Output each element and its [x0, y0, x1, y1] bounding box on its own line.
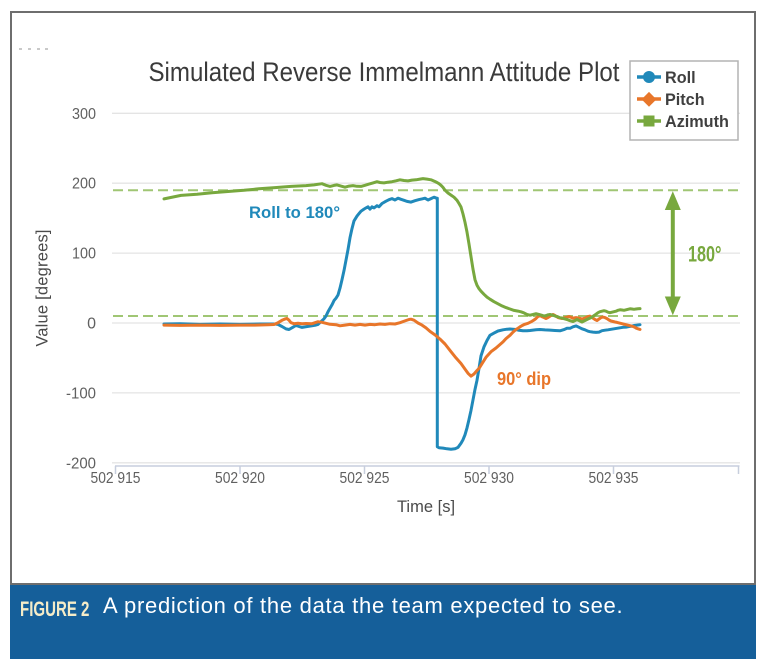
svg-text:Pitch: Pitch [665, 91, 705, 109]
svg-text:Simulated Reverse Immelmann At: Simulated Reverse Immelmann Attitude Plo… [149, 57, 620, 87]
svg-text:0: 0 [87, 316, 96, 333]
svg-text:502 915: 502 915 [91, 470, 141, 487]
svg-text:Roll to 180°: Roll to 180° [249, 203, 340, 222]
svg-text:-100: -100 [66, 385, 96, 402]
svg-text:200: 200 [72, 176, 96, 193]
svg-text:90° dip: 90° dip [497, 368, 551, 389]
svg-text:Value [degrees]: Value [degrees] [34, 229, 52, 346]
svg-text:Time [s]: Time [s] [397, 498, 455, 516]
svg-text:100: 100 [72, 246, 96, 263]
svg-text:502 925: 502 925 [340, 470, 390, 487]
svg-text:502 920: 502 920 [215, 470, 265, 487]
svg-text:Roll: Roll [665, 69, 696, 87]
svg-text:502 930: 502 930 [464, 470, 514, 487]
svg-text:-200: -200 [66, 455, 96, 472]
svg-text:Azimuth: Azimuth [665, 113, 729, 131]
svg-text:300: 300 [72, 106, 96, 123]
svg-text:180°: 180° [688, 242, 722, 267]
svg-text:502 935: 502 935 [589, 470, 639, 487]
